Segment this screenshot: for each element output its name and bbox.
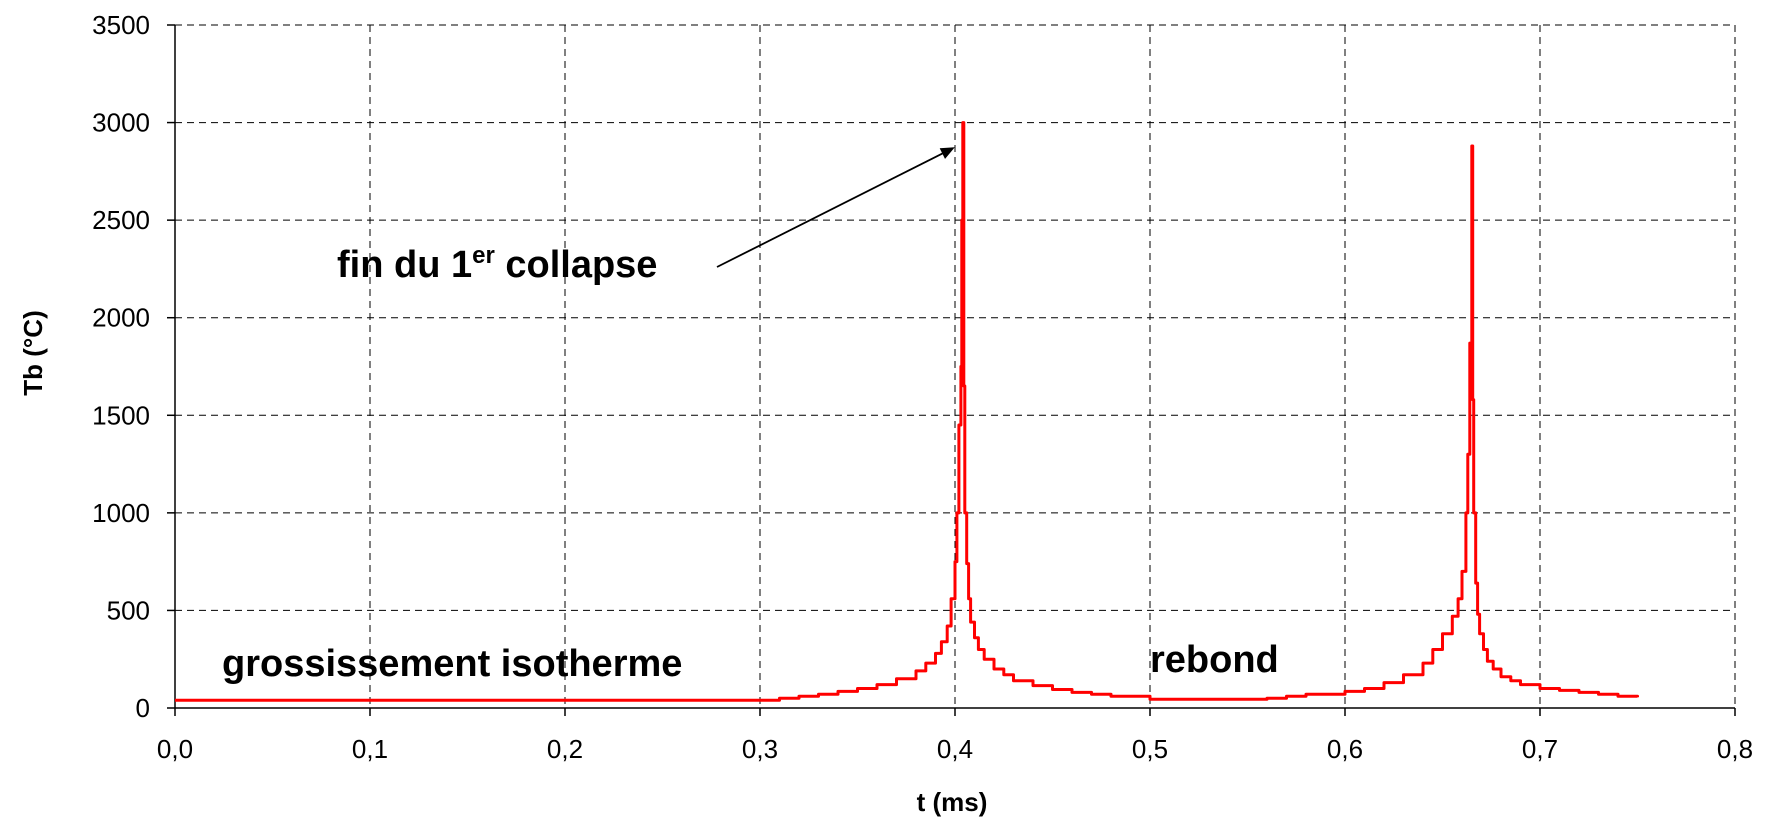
y-tick-labels: 0 500 1000 1500 2000 2500 3000 3500 [92,10,150,723]
y-tick-label: 1000 [92,498,150,528]
y-tick-label: 3000 [92,108,150,138]
annotation-isothermal-growth: grossissement isotherme [222,643,682,685]
x-tick-label: 0,4 [937,734,973,764]
annotation-first-collapse-rest: collapse [495,244,658,286]
x-tick-label: 0,7 [1522,734,1558,764]
x-tick-label: 0,8 [1717,734,1753,764]
annotation-first-collapse: fin du 1er collapse [337,242,657,286]
grid [175,24,1736,708]
annotation-first-collapse-text: fin du 1 [337,244,472,286]
annotation-first-collapse-sup: er [472,242,495,269]
series-group [175,121,1639,702]
series-line [175,121,1639,702]
y-tick-label: 0 [136,693,150,723]
y-axis-title: Tb (°C) [18,310,48,395]
x-tick-label: 0,1 [352,734,388,764]
x-axis-title: t (ms) [917,787,988,817]
x-tick-label: 0,5 [1132,734,1168,764]
x-tick-label: 0,2 [547,734,583,764]
annotation-rebound: rebond [1150,639,1279,681]
axes [167,24,1736,716]
y-tick-label: 3500 [92,10,150,40]
y-tick-label: 1500 [92,400,150,430]
y-tick-label: 500 [107,595,150,625]
x-tick-label: 0,0 [157,734,193,764]
x-tick-label: 0,6 [1327,734,1363,764]
annotation-arrow [716,147,955,268]
y-tick-label: 2500 [92,205,150,235]
x-tick-label: 0,3 [742,734,778,764]
y-tick-label: 2000 [92,303,150,333]
x-tick-labels: 0,0 0,1 0,2 0,3 0,4 0,5 0,6 0,7 0,8 [157,734,1753,764]
